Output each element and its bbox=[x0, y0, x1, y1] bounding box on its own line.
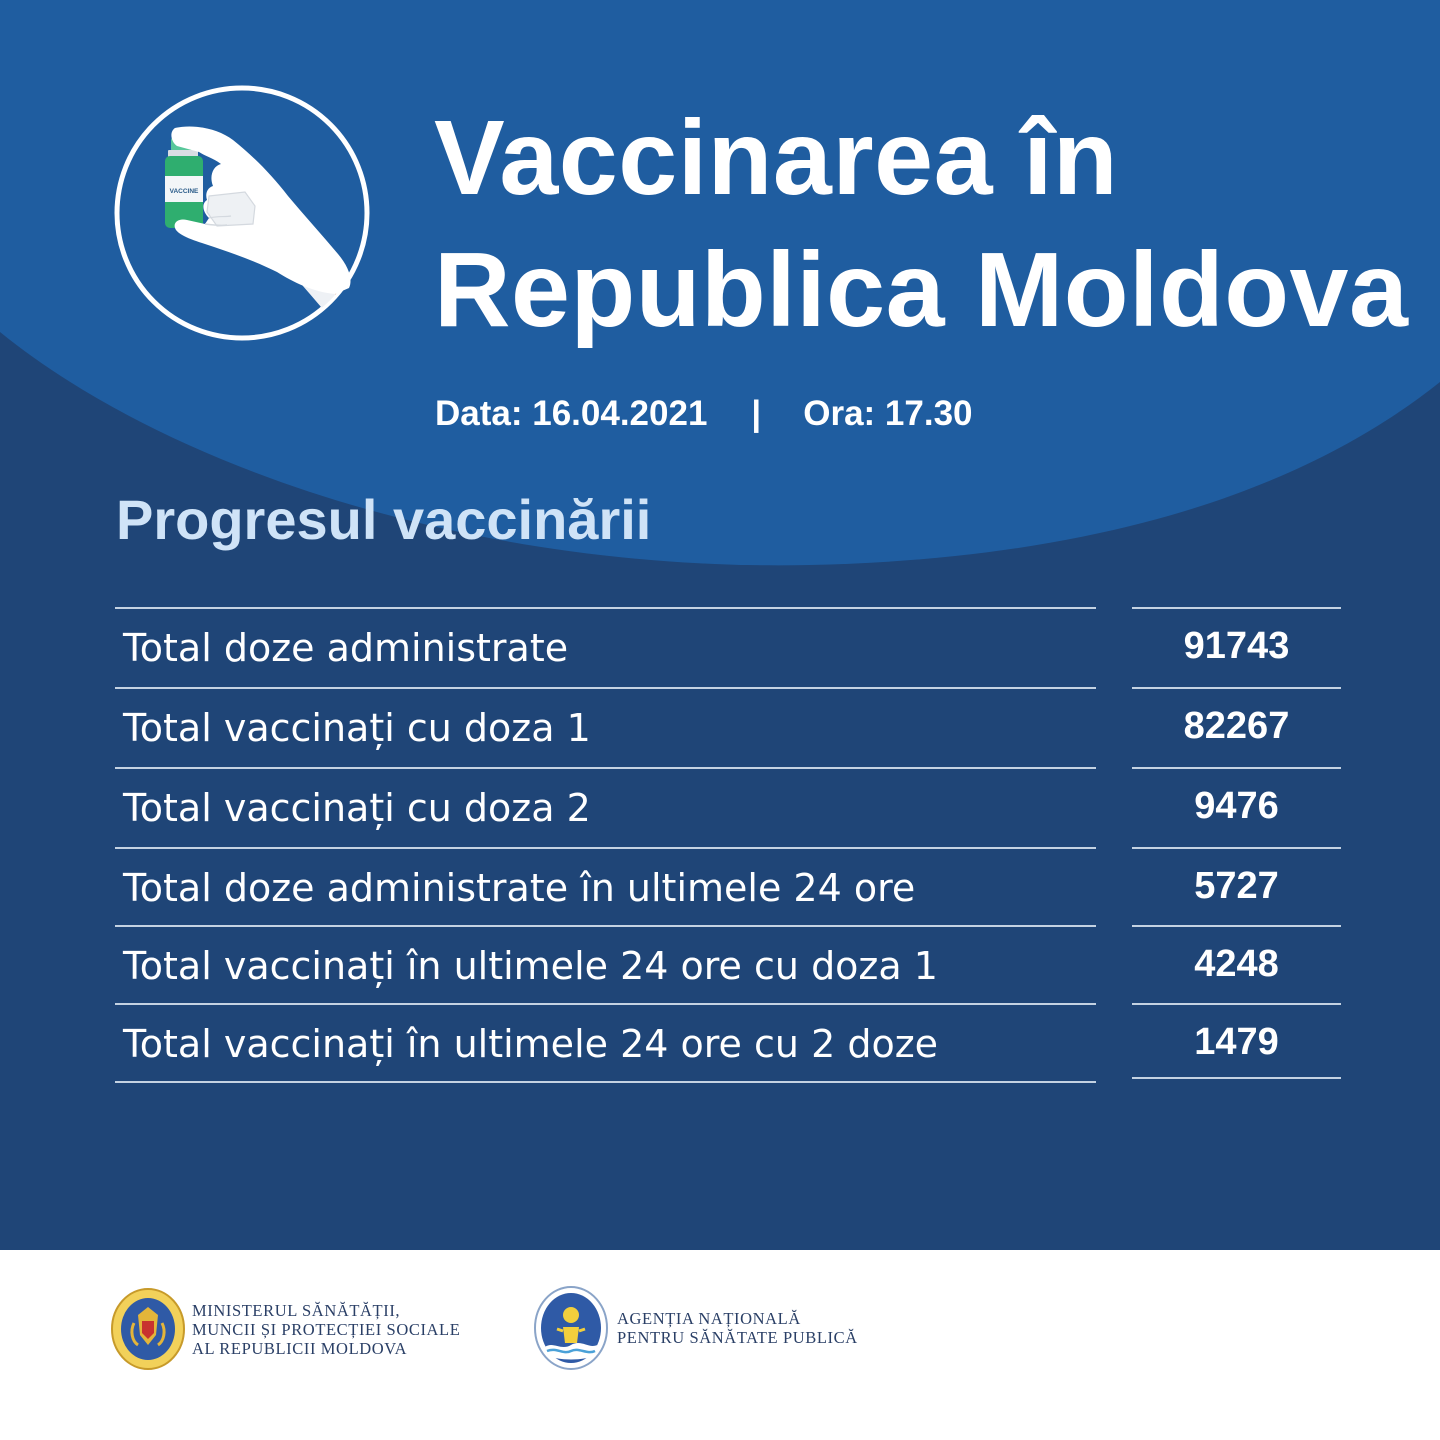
stat-row: Total doze administrate în ultimele 24 o… bbox=[115, 847, 1341, 925]
stat-value: 5727 bbox=[1132, 847, 1341, 925]
ministry-name: MINISTERUL SĂNĂTĂȚII, MUNCII ȘI PROTECȚI… bbox=[192, 1301, 460, 1358]
report-time: Ora: 17.30 bbox=[803, 394, 973, 433]
stat-value: 1479 bbox=[1132, 1003, 1341, 1081]
stat-label: Total vaccinați în ultimele 24 ore cu 2 … bbox=[115, 1003, 1096, 1081]
agency-name-line: AGENȚIA NAȚIONALĂ bbox=[617, 1309, 801, 1328]
vaccine-emblem-icon: VACCINE bbox=[114, 85, 370, 341]
page-title: Vaccinarea în Republica Moldova bbox=[434, 92, 1408, 356]
ministry-name-line: MINISTERUL SĂNĂTĂȚII, bbox=[192, 1300, 401, 1320]
stat-value: 4248 bbox=[1132, 925, 1341, 1003]
stat-row: Total vaccinați în ultimele 24 ore cu 2 … bbox=[115, 1003, 1341, 1081]
ministry-logo-block: MINISTERUL SĂNĂTĂȚII, MUNCII ȘI PROTECȚI… bbox=[110, 1287, 460, 1371]
ministry-name-line: AL REPUBLICII MOLDOVA bbox=[192, 1338, 408, 1358]
stat-label: Total doze administrate în ultimele 24 o… bbox=[115, 847, 1096, 925]
stat-label: Total vaccinați cu doza 2 bbox=[115, 767, 1096, 845]
section-title: Progresul vaccinării bbox=[116, 488, 652, 551]
title-line-2: Republica Moldova bbox=[434, 231, 1409, 349]
public-health-agency-logo-icon bbox=[534, 1286, 608, 1370]
stat-row: Total vaccinați cu doza 2 9476 bbox=[115, 767, 1341, 845]
stat-label: Total vaccinați în ultimele 24 ore cu do… bbox=[115, 925, 1096, 1003]
datetime-separator: | bbox=[751, 394, 762, 433]
government-seal-icon bbox=[111, 1288, 185, 1370]
stat-value: 9476 bbox=[1132, 767, 1341, 845]
stat-label: Total doze administrate bbox=[115, 607, 1096, 685]
stat-row: Total doze administrate 91743 bbox=[115, 607, 1341, 685]
report-date: Data: 16.04.2021 bbox=[435, 394, 708, 433]
agency-name-line: PENTRU SĂNĂTATE PUBLICĂ bbox=[617, 1328, 858, 1347]
footer: MINISTERUL SĂNĂTĂȚII, MUNCII ȘI PROTECȚI… bbox=[0, 1250, 1440, 1440]
ministry-name-line: MUNCII ȘI PROTECȚIEI SOCIALE bbox=[192, 1319, 461, 1339]
values-bottom-line bbox=[1132, 1077, 1341, 1079]
stat-label: Total vaccinați cu doza 1 bbox=[115, 687, 1096, 765]
report-datetime: Data: 16.04.2021 | Ora: 17.30 bbox=[435, 393, 973, 435]
stat-row: Total vaccinați cu doza 1 82267 bbox=[115, 687, 1341, 765]
stat-value: 82267 bbox=[1132, 687, 1341, 765]
table-bottom-line bbox=[115, 1081, 1096, 1083]
vial-label: VACCINE bbox=[170, 188, 199, 195]
stat-row: Total vaccinați în ultimele 24 ore cu do… bbox=[115, 925, 1341, 1003]
agency-logo-block: AGENȚIA NAȚIONALĂ PENTRU SĂNĂTATE PUBLIC… bbox=[533, 1285, 858, 1371]
background-arc bbox=[0, 0, 1440, 566]
agency-name: AGENȚIA NAȚIONALĂ PENTRU SĂNĂTATE PUBLIC… bbox=[617, 1309, 858, 1347]
title-line-1: Vaccinarea în bbox=[434, 99, 1119, 217]
infographic-panel: VACCINE Vaccinarea în Republica Moldova … bbox=[0, 0, 1440, 1250]
stat-value: 91743 bbox=[1132, 607, 1341, 685]
